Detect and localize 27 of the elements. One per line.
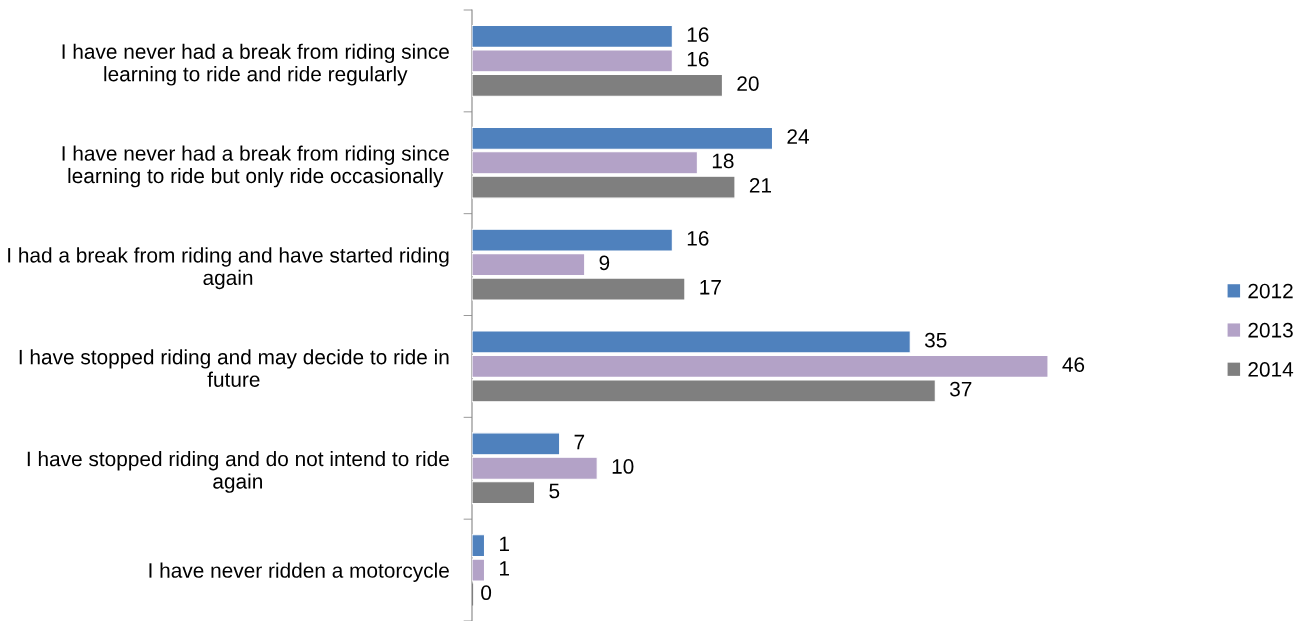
data-label: 0 (481, 585, 492, 601)
data-label: 24 (787, 129, 809, 144)
data-label: 17 (700, 280, 721, 295)
data-label: 16 (687, 27, 709, 43)
data-label: 5 (549, 483, 560, 499)
data-label: 16 (687, 51, 709, 67)
data-label: 1 (500, 536, 509, 552)
data-label: 18 (712, 153, 734, 169)
data-label: 37 (949, 381, 972, 397)
y-tick-label: I have stopped riding and do not intend to ride again (27, 450, 449, 493)
data-label: 46 (1062, 357, 1085, 373)
y-tick-label: I have never had a break from riding since learning to ride and ride regularly (62, 43, 449, 86)
y-tick-label: I had a break from riding and have started riding again (8, 247, 449, 290)
legend-label: 2013 (1248, 322, 1293, 338)
data-label: 7 (574, 434, 585, 450)
data-label: 20 (737, 76, 759, 91)
y-tick-label: I have never ridden a motorcycle (149, 562, 449, 582)
data-label: 10 (612, 459, 634, 474)
legend-label: 2012 (1248, 283, 1293, 299)
data-label: 9 (599, 255, 610, 271)
y-tick-label: I have never had a break from riding since learning to ride but only ride occasionally (62, 145, 449, 188)
data-label: 16 (687, 230, 709, 246)
data-label: 35 (924, 332, 947, 348)
y-tick-label: I have stopped riding and may decide to ride in future (19, 349, 449, 387)
data-label: 21 (749, 178, 771, 193)
data-label: 1 (500, 561, 509, 576)
legend-label: 2014 (1248, 362, 1294, 377)
